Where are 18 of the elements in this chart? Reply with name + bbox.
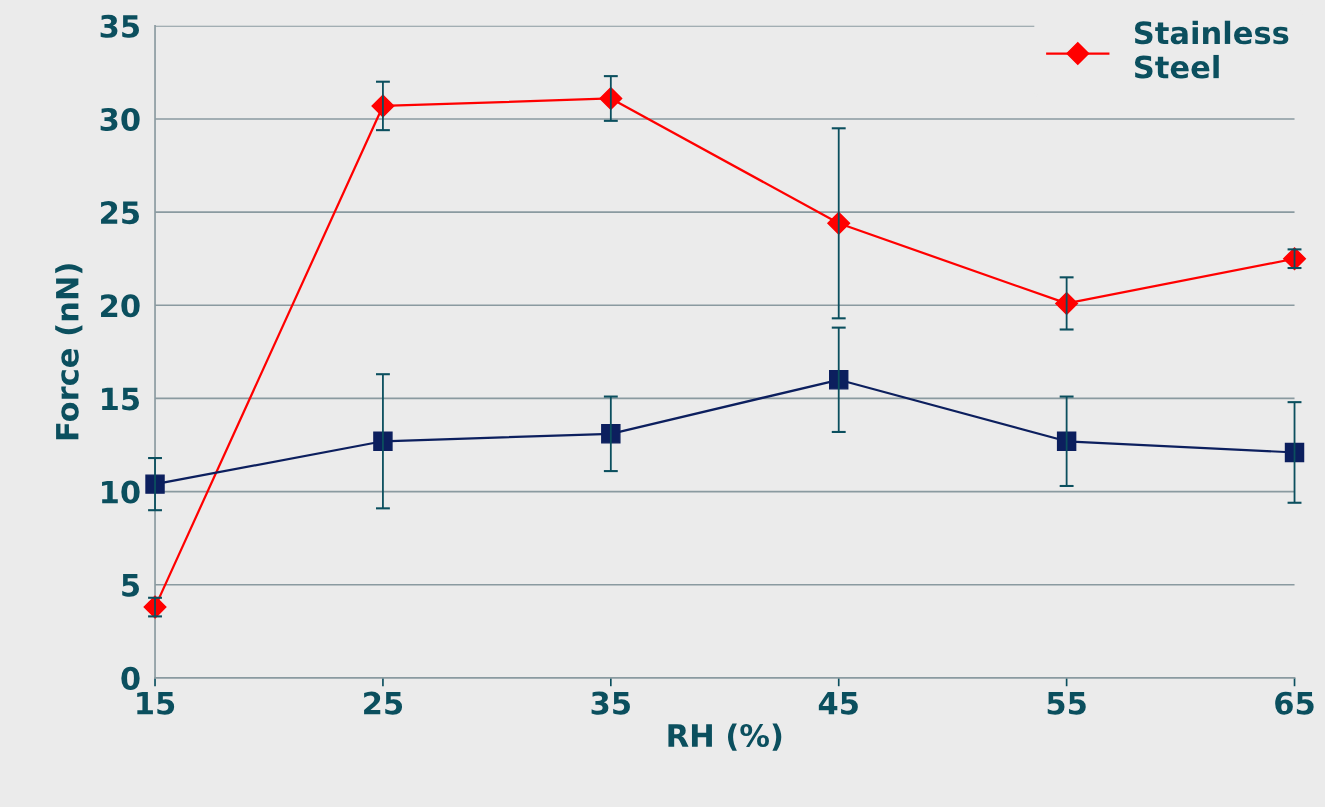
- legend-label: Stainless Steel: [1134, 20, 1289, 79]
- y-tick-label: 5: [122, 574, 139, 597]
- y-tick-label: 25: [101, 201, 139, 225]
- y-tick-label: 15: [102, 387, 139, 411]
- y-tick-label: 30: [100, 107, 140, 132]
- y-tick-label: 20: [101, 294, 140, 318]
- x-tick-label: 25: [364, 691, 403, 715]
- y-axis-title: Force (nN): [55, 264, 83, 440]
- x-tick-label: 55: [1047, 692, 1086, 715]
- point: [1284, 442, 1305, 463]
- x-tick-label: 15: [137, 692, 175, 715]
- x-tick-label: 65: [1275, 691, 1314, 715]
- y-tick-label: 35: [100, 14, 139, 38]
- y-tick-label: 0: [121, 666, 140, 690]
- y-tick-label: 10: [102, 480, 140, 504]
- x-tick-label: 45: [818, 692, 858, 715]
- x-axis-title: RH (%): [668, 723, 782, 751]
- x-tick-label: 35: [591, 691, 630, 715]
